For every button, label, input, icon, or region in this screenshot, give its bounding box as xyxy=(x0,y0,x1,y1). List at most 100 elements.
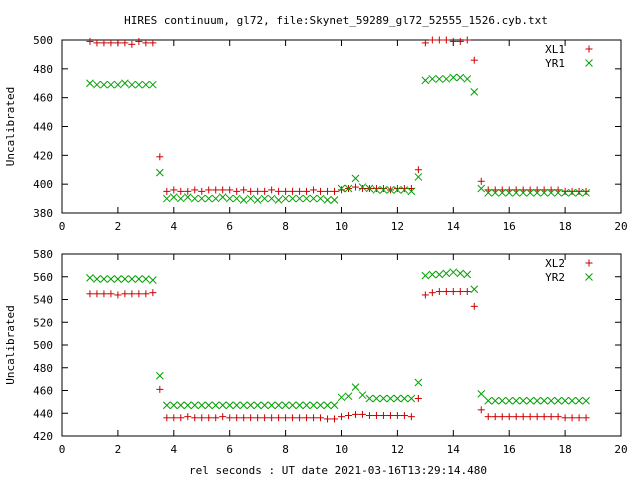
data-point xyxy=(568,187,576,195)
data-point xyxy=(240,414,248,422)
data-point xyxy=(547,413,555,421)
data-point xyxy=(330,196,339,204)
data-point xyxy=(407,187,416,196)
data-point xyxy=(351,383,360,391)
data-point xyxy=(254,187,262,195)
data-point xyxy=(463,75,472,83)
data-point xyxy=(121,39,129,47)
data-point xyxy=(533,396,542,405)
legend-label: YR2 xyxy=(545,271,565,284)
data-point xyxy=(477,177,485,185)
data-point xyxy=(219,413,227,421)
data-point xyxy=(477,390,486,398)
data-point xyxy=(295,401,304,410)
data-point xyxy=(296,414,304,422)
y-tick-label: 460 xyxy=(33,92,53,105)
data-point xyxy=(491,413,499,421)
data-point xyxy=(393,394,402,403)
data-point xyxy=(232,194,241,203)
data-point xyxy=(303,187,311,195)
data-point xyxy=(205,414,213,422)
data-point xyxy=(338,413,345,421)
y-tick-label: 420 xyxy=(33,430,53,443)
data-point xyxy=(225,401,234,410)
data-point xyxy=(288,401,297,410)
data-point xyxy=(107,39,115,47)
data-point xyxy=(449,37,457,45)
series-xl1 xyxy=(86,36,590,195)
data-point xyxy=(435,36,443,44)
y-tick-label: 520 xyxy=(33,316,53,329)
data-point xyxy=(582,396,590,405)
data-point xyxy=(407,413,415,421)
y-tick-label: 400 xyxy=(33,178,53,191)
x-tick-label: 16 xyxy=(503,220,516,233)
data-point xyxy=(128,80,136,89)
data-point xyxy=(267,194,276,203)
data-point xyxy=(128,40,136,48)
data-point xyxy=(86,79,94,88)
data-point xyxy=(183,401,192,410)
data-point xyxy=(261,414,269,422)
data-point xyxy=(505,188,514,197)
data-point xyxy=(316,401,325,410)
legend-marker xyxy=(585,273,593,281)
data-point xyxy=(135,80,143,89)
x-tick-label: 0 xyxy=(59,220,66,233)
data-point xyxy=(428,75,437,83)
data-point xyxy=(554,396,562,405)
data-point xyxy=(169,401,178,410)
data-point xyxy=(533,413,541,421)
y-tick-label: 540 xyxy=(33,294,53,307)
data-point xyxy=(338,186,345,194)
data-point xyxy=(358,183,367,191)
data-point xyxy=(568,414,576,422)
y-tick-label: 480 xyxy=(33,63,53,76)
data-point xyxy=(212,414,220,422)
data-point xyxy=(456,73,465,82)
data-point xyxy=(512,413,520,421)
data-point xyxy=(358,184,366,192)
data-point xyxy=(331,415,339,423)
data-point xyxy=(184,413,192,421)
x-tick-label: 12 xyxy=(391,220,404,233)
data-point xyxy=(575,396,583,405)
data-point xyxy=(211,401,220,410)
data-point xyxy=(414,394,422,402)
data-point xyxy=(547,396,555,405)
data-point xyxy=(226,186,234,194)
data-point xyxy=(317,414,325,422)
data-point xyxy=(177,187,185,195)
data-point xyxy=(149,39,157,47)
x-tick-label: 16 xyxy=(503,443,516,456)
y-tick-label: 500 xyxy=(33,339,53,352)
data-point xyxy=(170,186,178,194)
data-point xyxy=(470,88,479,96)
legend-marker xyxy=(585,45,593,53)
data-point xyxy=(142,290,150,298)
data-point xyxy=(135,275,143,283)
data-point xyxy=(281,194,290,203)
data-point xyxy=(295,194,304,203)
data-point xyxy=(232,401,241,410)
data-point xyxy=(204,194,213,203)
data-point xyxy=(162,401,171,410)
x-tick-label: 6 xyxy=(226,220,233,233)
data-point xyxy=(463,270,472,279)
data-point xyxy=(386,394,395,403)
data-point xyxy=(142,39,150,47)
data-point xyxy=(512,188,521,197)
y-tick-label: 580 xyxy=(33,248,53,261)
data-point xyxy=(176,194,185,203)
data-point xyxy=(260,401,269,410)
data-point xyxy=(170,414,178,422)
data-point xyxy=(310,186,318,194)
x-tick-label: 4 xyxy=(170,220,177,233)
data-point xyxy=(240,186,248,194)
data-point xyxy=(526,396,535,405)
data-point xyxy=(386,186,395,194)
data-point xyxy=(435,288,443,296)
data-point xyxy=(379,186,388,194)
data-point xyxy=(435,270,444,279)
y-tick-label: 560 xyxy=(33,271,53,284)
